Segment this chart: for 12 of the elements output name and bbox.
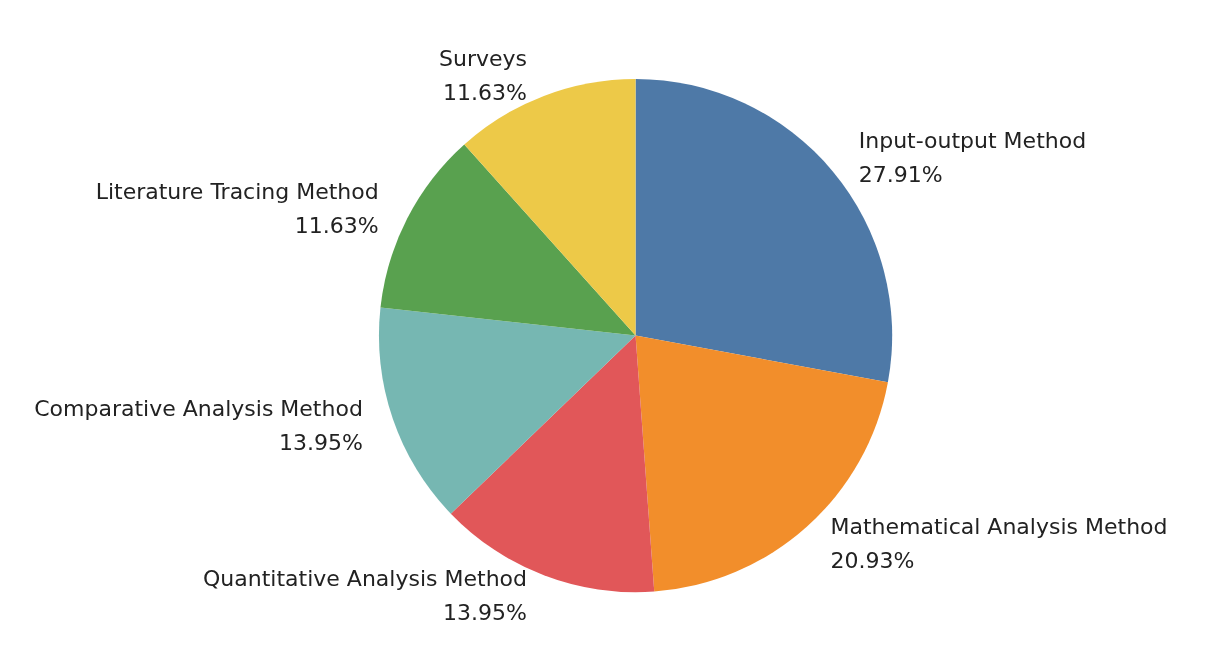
slice-label: Input-output Method	[858, 127, 1087, 153]
data-label: 13.95%	[278, 430, 363, 456]
data-label: 13.95%	[443, 600, 528, 626]
slice-label: Mathematical Analysis Method	[830, 513, 1168, 539]
data-label: 27.91%	[858, 161, 943, 187]
slice-label: Quantitative Analysis Method	[203, 566, 528, 592]
data-label: 11.63%	[294, 212, 379, 238]
data-label: 11.63%	[443, 79, 528, 105]
slice-label: Surveys	[439, 45, 528, 71]
data-label: 20.93%	[830, 547, 915, 573]
slice-label: Comparative Analysis Method	[34, 396, 363, 422]
slice-label: Literature Tracing Method	[95, 178, 379, 204]
